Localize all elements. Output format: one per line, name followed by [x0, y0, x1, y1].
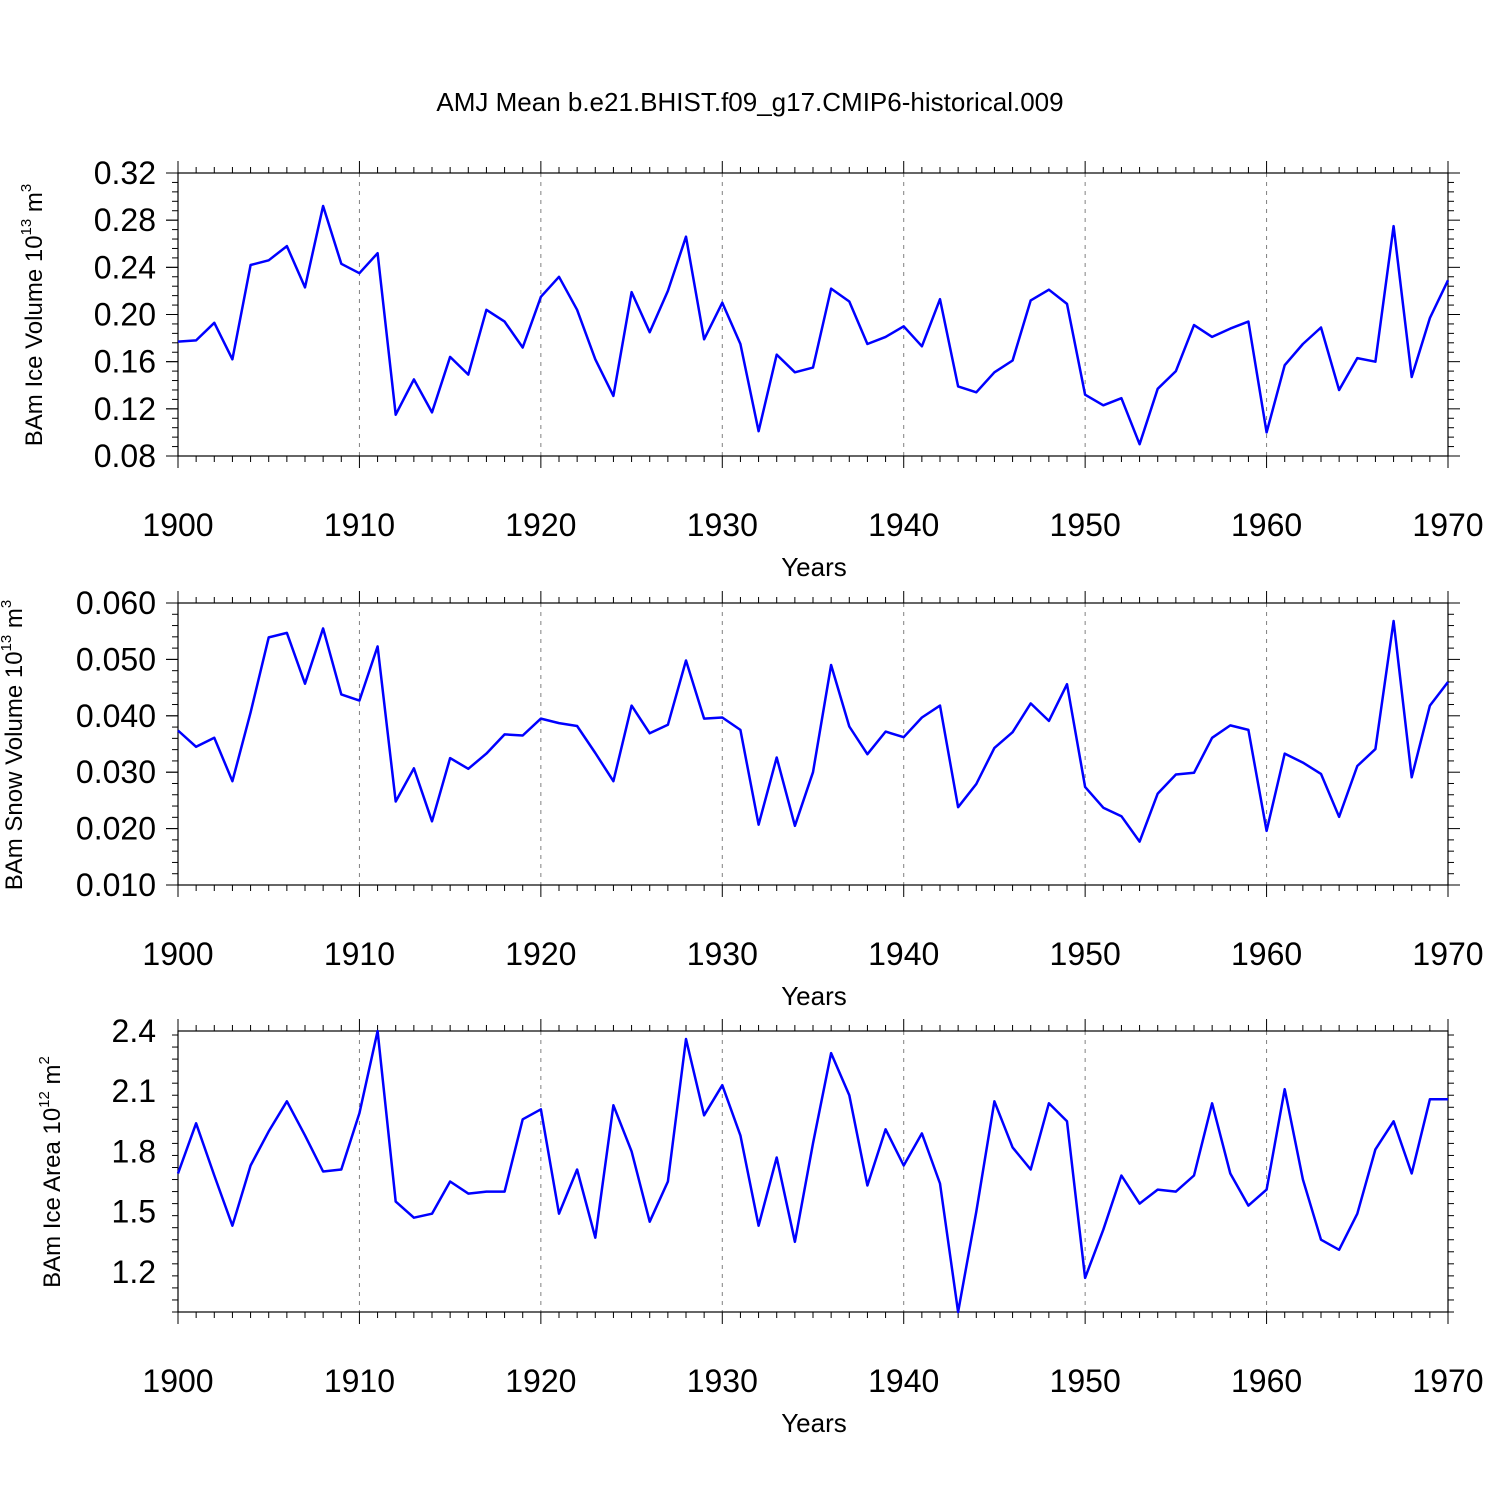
- y-tick-label: 0.040: [76, 698, 156, 734]
- y-axis-label-main: BAm Snow Volume 10: [1, 651, 28, 890]
- y-tick-label: 0.16: [94, 344, 156, 380]
- y-axis-label-exponent: 13: [0, 635, 15, 652]
- series-line-3: [176, 1029, 1448, 1314]
- x-tick-label: 1960: [1231, 1363, 1302, 1399]
- y-axis-label: BAm Ice Area 1012 m2: [36, 1056, 66, 1288]
- y-tick-label: 1.2: [112, 1254, 156, 1290]
- x-tick-label: 1900: [142, 1363, 213, 1399]
- y-axis-label-main: BAm Ice Area 10: [39, 1108, 66, 1288]
- x-tick-label: 1910: [324, 936, 395, 972]
- series-line-2: [177, 619, 1449, 843]
- y-tick-label: 0.20: [94, 297, 156, 333]
- x-axis-label: Years: [781, 1408, 847, 1438]
- y-tick-label: 0.030: [76, 754, 156, 790]
- series-line-1: [177, 204, 1450, 446]
- panel-2: 1900 1910 1920 1930 1940 1950 1960 1970 0.010 0.0…: [0, 585, 1484, 1011]
- y-axis-label: BAm Snow Volume 1013 m3: [0, 600, 28, 891]
- y-axis-label-main: BAm Ice Volume 10: [21, 235, 48, 446]
- x-tick-label: 1960: [1231, 936, 1302, 972]
- x-tick-label: 1950: [1050, 1363, 1121, 1399]
- y-axis-label-unit: m: [21, 192, 48, 219]
- y-axis-label: BAm Ice Volume 1013 m3: [18, 184, 48, 446]
- x-tick-label: 1930: [687, 936, 758, 972]
- x-tick-label: 1950: [1050, 936, 1121, 972]
- y-tick-label: 0.050: [76, 641, 156, 677]
- x-tick-label: 1930: [687, 507, 758, 543]
- y-tick-label: 0.32: [94, 155, 156, 191]
- y-axis-label-unit-exponent: 3: [0, 600, 15, 608]
- y-tick-label: 1.8: [112, 1133, 156, 1169]
- x-tick-label: 1910: [324, 507, 395, 543]
- y-tick-label: 0.12: [94, 391, 156, 427]
- y-tick-label: 0.24: [94, 249, 156, 285]
- x-axis-label: Years: [781, 981, 847, 1011]
- x-tick-label: 1970: [1412, 507, 1483, 543]
- y-axis-label-unit-exponent: 2: [36, 1056, 53, 1064]
- chart-title: AMJ Mean b.e21.BHIST.f09_g17.CMIP6-histo…: [436, 87, 1063, 117]
- panel-1: 1900 1910 1920 1930 1940 1950 1960 1970 0.08 0.12…: [18, 155, 1484, 582]
- x-tick-label: 1940: [868, 936, 939, 972]
- y-tick-label: 2.1: [112, 1073, 156, 1109]
- x-tick-label: 1920: [505, 507, 576, 543]
- y-tick-label: 0.28: [94, 202, 156, 238]
- x-tick-label: 1900: [142, 936, 213, 972]
- y-axis-label-unit-exponent: 3: [18, 184, 35, 192]
- y-axis-label-exponent: 13: [18, 219, 35, 236]
- x-tick-label: 1960: [1231, 507, 1302, 543]
- x-tick-label: 1940: [868, 1363, 939, 1399]
- x-tick-label: 1940: [868, 507, 939, 543]
- x-axis-label: Years: [781, 552, 847, 582]
- y-tick-label: 2.4: [112, 1013, 156, 1049]
- y-tick-label: 1.5: [112, 1194, 156, 1230]
- y-axis-label-unit: m: [39, 1064, 66, 1091]
- y-tick-label: 0.060: [76, 585, 156, 621]
- panel-3: 1900 1910 1920 1930 1940 1950 1960 1970 1.2 1.5 1.…: [36, 1013, 1484, 1438]
- x-tick-label: 1950: [1050, 507, 1121, 543]
- y-tick-label: 0.020: [76, 811, 156, 847]
- y-axis-label-unit: m: [1, 608, 28, 635]
- x-tick-label: 1910: [324, 1363, 395, 1399]
- x-tick-label: 1930: [687, 1363, 758, 1399]
- y-tick-label: 0.010: [76, 867, 156, 903]
- x-tick-label: 1900: [142, 507, 213, 543]
- y-tick-label: 0.08: [94, 438, 156, 474]
- x-tick-label: 1970: [1412, 1363, 1483, 1399]
- x-tick-label: 1920: [505, 936, 576, 972]
- x-tick-label: 1920: [505, 1363, 576, 1399]
- y-axis-label-exponent: 12: [36, 1091, 53, 1108]
- x-tick-label: 1970: [1412, 936, 1483, 972]
